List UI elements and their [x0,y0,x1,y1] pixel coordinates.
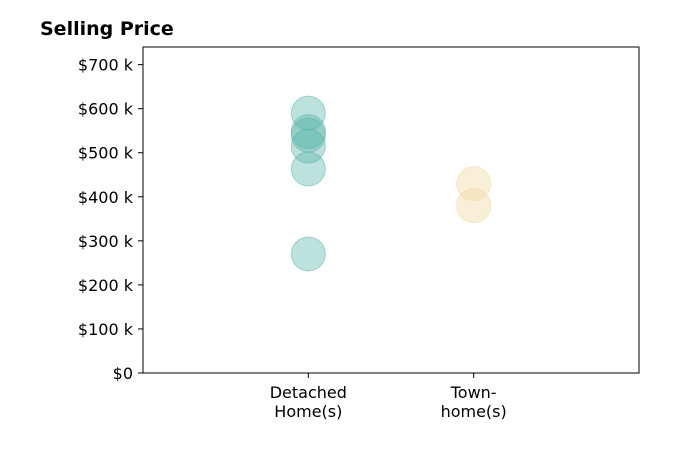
chart-title: Selling Price [40,18,174,40]
y-tick-label: $300 k [78,232,134,251]
x-tick-label: Detached Home(s) [270,383,347,421]
y-tick-label: $200 k [78,276,134,295]
data-points [290,95,492,272]
y-axis: $0 $100 k $200 k $300 k $400 k $500 k $600 k $7… [78,56,143,383]
y-tick-label: $400 k [78,188,134,207]
y-tick-label: $600 k [78,100,134,119]
plot-frame [142,46,640,374]
y-tick-label: $0 [113,364,133,383]
scatter-point [290,151,326,187]
scatter-point [290,95,326,131]
scatter-point [456,188,492,224]
y-tick-label: $500 k [78,144,134,163]
scatter-point [456,166,492,202]
y-tick-label: $100 k [78,320,134,339]
scatter-point [290,236,326,272]
x-tick-label: Town-home(s) [441,383,507,421]
y-tick-label: $700 k [78,56,134,75]
x-axis: Detached Home(s) Town-home(s) [270,373,507,421]
